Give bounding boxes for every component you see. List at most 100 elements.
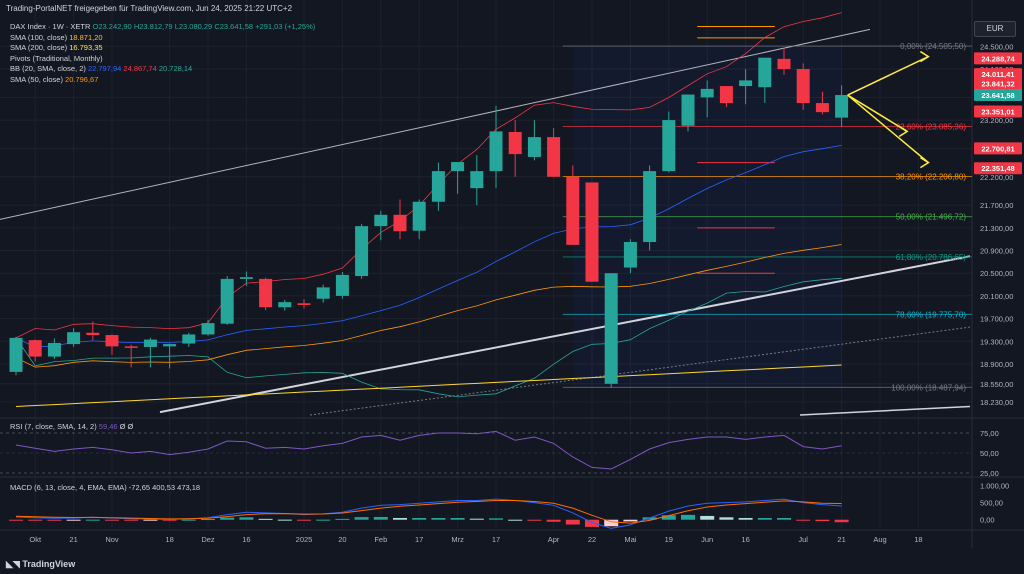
legend-label: BB (20, SMA, close, 2)	[10, 64, 86, 74]
legend-label: Pivots (Traditional, Monthly)	[10, 53, 103, 63]
y-tick-label: 21.300,00	[980, 224, 1013, 233]
x-tick-label: 17	[415, 535, 423, 544]
candle-body	[585, 182, 599, 282]
macd-histogram-bar	[85, 519, 100, 521]
fib-level-label: 50,00% (21.496,72)	[896, 213, 967, 222]
rsi-line	[15, 430, 842, 470]
macd-histogram-bar	[143, 519, 158, 521]
legend-value: 20.796,67	[62, 74, 99, 84]
currency-badge[interactable]: EUR	[974, 21, 1016, 37]
candle-body	[451, 162, 465, 172]
macd-histogram-bar	[239, 517, 254, 520]
y-tick-label: 19.700,00	[980, 315, 1013, 324]
candle-body	[47, 342, 61, 357]
x-tick-label: 20	[338, 535, 346, 544]
candle-body	[297, 303, 311, 305]
y-tick-label: 22.200,00	[980, 173, 1013, 182]
price-label-text: 22.351,48	[981, 164, 1014, 173]
legend-row[interactable]: DAX Index · 1W · XETR O23.242,90 H23.812…	[10, 22, 315, 33]
price-label-box	[974, 77, 1022, 90]
legend-row[interactable]: Pivots (Traditional, Monthly)	[10, 54, 315, 65]
candle-body	[316, 287, 330, 299]
fib-level-label: 23,60% (23.085,36)	[896, 123, 967, 132]
macd-histogram-bar	[354, 517, 369, 520]
macd-histogram-bar	[105, 519, 119, 521]
macd-label: MACD (6, 13, close, 4, EMA, EMA) -72,65 …	[10, 483, 200, 492]
macd-histogram-bar	[335, 518, 350, 520]
candle-body	[86, 332, 100, 336]
legend-value: 22.797,94	[85, 64, 122, 74]
macd-histogram-bar	[393, 518, 407, 520]
macd-histogram-bar	[412, 518, 427, 520]
x-tick-label: 18	[165, 535, 173, 544]
y-tick-label: 18.230,00	[980, 398, 1013, 407]
macd-histogram-bar	[220, 517, 235, 520]
candle-body	[681, 94, 695, 126]
macd-histogram-bar	[508, 519, 523, 521]
fib-level-label: 61,80% (20.786,65)	[896, 253, 967, 262]
legend-row[interactable]: SMA (50, close) 20.796,67	[10, 75, 315, 86]
candle-body	[143, 339, 157, 347]
macd-histogram-bar	[297, 519, 311, 521]
candle-body	[9, 337, 23, 372]
macd-histogram-bar	[373, 516, 388, 520]
fib-level-label: 0,00% (24.505,50)	[900, 42, 966, 51]
macd-histogram-bar	[431, 518, 446, 520]
price-label-box	[974, 52, 1022, 65]
candle-body	[259, 278, 273, 308]
candle-body	[547, 137, 561, 177]
macd-histogram-bar	[565, 519, 580, 525]
legend-value: O23.242,90	[90, 22, 132, 31]
y-tick-label: 24.500,00	[980, 42, 1013, 51]
macd-histogram-bar	[47, 519, 62, 521]
sma200-line	[15, 364, 842, 407]
candle-body	[700, 88, 714, 98]
macd-histogram-bar	[181, 519, 196, 521]
arrow-head	[920, 50, 930, 63]
x-tick-label: 16	[741, 535, 749, 544]
macd-histogram-bar	[738, 518, 753, 520]
candle-body	[604, 273, 618, 384]
rsi-tick-label: 50,00	[980, 449, 999, 458]
candle-body	[220, 278, 234, 324]
price-label-text: 24.288,74	[981, 54, 1015, 63]
indicator-legend: DAX Index · 1W · XETR O23.242,90 H23.812…	[10, 22, 315, 86]
candle-body	[777, 58, 791, 70]
legend-row[interactable]: BB (20, SMA, close, 2) 22.797,94 24.867,…	[10, 64, 315, 75]
macd-value: -72,65 400,53 473,18	[129, 483, 200, 492]
legend-value: L23.080,29	[172, 22, 213, 31]
legend-row[interactable]: SMA (100, close) 18.871,20	[10, 33, 315, 44]
candle-body	[758, 57, 772, 88]
macd-histogram-bar	[681, 514, 695, 520]
macd-histogram-bar	[469, 518, 484, 520]
legend-label: DAX Index · 1W · XETR	[10, 22, 91, 31]
x-tick-label: Nov	[105, 535, 119, 544]
price-label-text: 23.351,01	[981, 108, 1014, 117]
rsi-tick-label: 25,00	[980, 469, 999, 478]
candle-body	[719, 86, 733, 104]
macd-histogram-bar	[661, 515, 676, 520]
macd-histogram-bar	[777, 518, 791, 520]
upper-trendline	[0, 28, 871, 220]
rsi-value: 59,46	[99, 422, 120, 431]
candle-body	[355, 226, 369, 277]
candle-body	[182, 334, 196, 344]
macd-histogram-bar	[719, 517, 734, 520]
tradingview-label: TradingView	[22, 559, 76, 569]
x-tick-label: 22	[588, 535, 596, 544]
x-tick-label: Jul	[798, 535, 808, 544]
scenario-arrow	[847, 55, 929, 96]
x-tick-label: 17	[492, 535, 500, 544]
fib-level-label: 78,60% (19.775,70)	[896, 310, 967, 319]
legend-label: SMA (200, close)	[10, 43, 68, 53]
macd-histogram-bar	[201, 519, 215, 521]
legend-label: SMA (100, close)	[10, 32, 68, 42]
candle-body	[105, 335, 119, 347]
lower-trendline	[159, 255, 971, 414]
legend-row[interactable]: SMA (200, close) 16.793,35	[10, 43, 315, 54]
macd-histogram-bar	[527, 519, 542, 521]
legend-value: +291,03 (+1,25%)	[253, 22, 316, 31]
mid-trendline	[309, 326, 971, 416]
candle-body	[393, 214, 407, 232]
